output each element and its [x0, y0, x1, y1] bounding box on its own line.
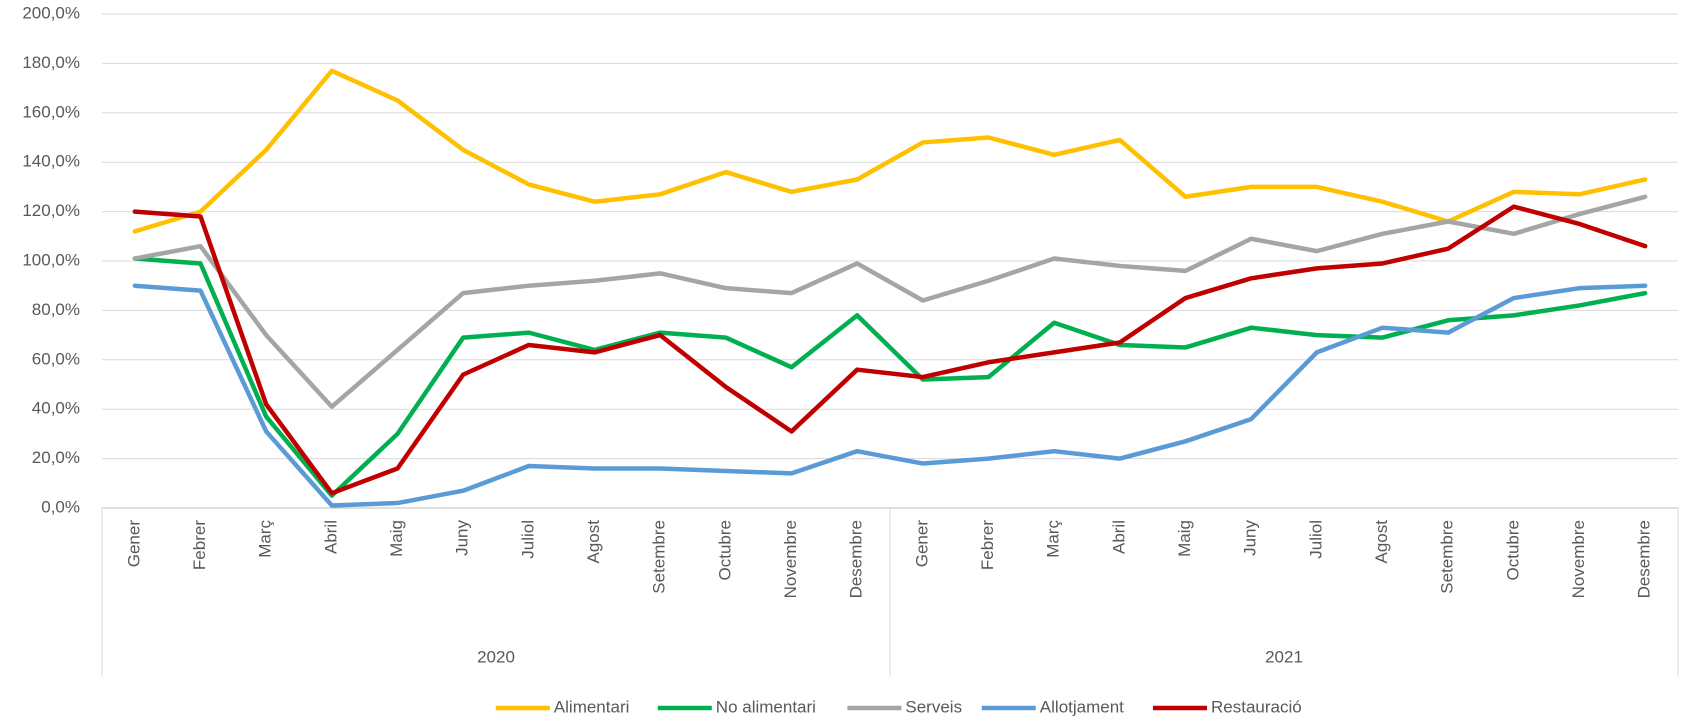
y-tick-label: 60,0% — [32, 349, 80, 368]
x-tick-label: Juny — [453, 520, 472, 556]
y-tick-label: 120,0% — [22, 201, 80, 220]
series-line — [132, 256, 1648, 498]
x-tick-label: Desembre — [847, 520, 866, 598]
legend-label: Serveis — [905, 697, 962, 716]
legend-label: No alimentari — [716, 697, 816, 716]
x-tick-label: Abril — [321, 520, 340, 554]
y-tick-label: 20,0% — [32, 448, 80, 467]
x-tick-label: Octubre — [1503, 520, 1522, 580]
x-tick-label: Octubre — [715, 520, 734, 580]
legend-label: Restauració — [1211, 697, 1302, 716]
x-tick-label: Novembre — [1569, 520, 1588, 598]
x-tick-label: Abril — [1109, 520, 1128, 554]
x-tick-label: Juliol — [518, 520, 537, 559]
x-tick-label: Setembre — [1438, 520, 1457, 594]
x-tick-label: Novembre — [781, 520, 800, 598]
y-tick-label: 40,0% — [32, 399, 80, 418]
x-tick-label: Març — [1044, 520, 1063, 558]
legend-label: Alimentari — [554, 697, 630, 716]
group-label: 2021 — [1265, 647, 1303, 666]
x-tick-label: Juliol — [1306, 520, 1325, 559]
series-line — [132, 283, 1648, 508]
x-tick-label: Desembre — [1635, 520, 1654, 598]
x-tick-label: Agost — [584, 520, 603, 564]
y-tick-label: 80,0% — [32, 300, 80, 319]
x-tick-label: Febrer — [978, 520, 997, 570]
y-tick-label: 160,0% — [22, 102, 80, 121]
x-tick-label: Setembre — [650, 520, 669, 594]
series-line — [132, 68, 1648, 234]
x-tick-label: Juny — [1241, 520, 1260, 556]
x-tick-label: Gener — [912, 520, 931, 568]
y-tick-label: 180,0% — [22, 53, 80, 72]
legend-label: Allotjament — [1040, 697, 1124, 716]
y-tick-label: 0,0% — [41, 497, 80, 516]
group-label: 2020 — [477, 647, 515, 666]
x-tick-label: Març — [256, 520, 275, 558]
x-tick-label: Maig — [1175, 520, 1194, 557]
series-line — [132, 204, 1648, 496]
x-tick-label: Agost — [1372, 520, 1391, 564]
x-tick-label: Maig — [387, 520, 406, 557]
y-tick-label: 140,0% — [22, 152, 80, 171]
y-tick-label: 200,0% — [22, 3, 80, 22]
y-tick-label: 100,0% — [22, 250, 80, 269]
series-line — [132, 194, 1648, 409]
x-tick-label: Febrer — [190, 520, 209, 570]
x-tick-label: Gener — [124, 520, 143, 568]
